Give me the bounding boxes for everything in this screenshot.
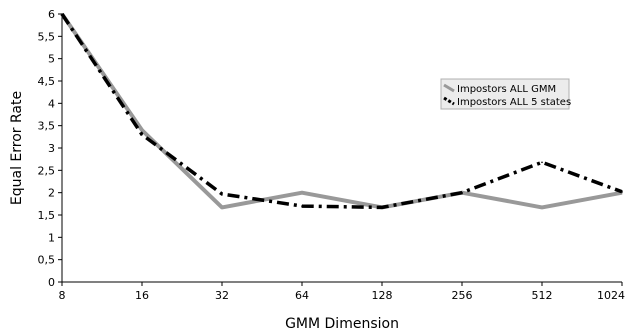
data-point [541, 206, 543, 209]
series-line-2 [60, 13, 623, 210]
legend-swatch [443, 83, 455, 93]
x-tick-label: 32 [215, 289, 229, 302]
x-tick-label: 512 [532, 289, 553, 302]
x-tick-label: 1024 [597, 289, 625, 302]
data-point [301, 191, 303, 194]
legend-box [440, 78, 570, 110]
data-point [381, 206, 383, 209]
y-tick-label: 5 [48, 53, 55, 66]
data-point [141, 129, 143, 131]
legend: Impostors ALL GMM Impostors ALL 5 states [440, 78, 571, 110]
legend-label: Impostors ALL GMM [457, 84, 556, 95]
y-tick-label: 1 [48, 231, 55, 244]
y-axis-title: Equal Error Rate [9, 91, 25, 205]
y-tick-label: 4 [48, 97, 55, 110]
y-tick-label: 1,5 [38, 209, 56, 222]
data-point [541, 161, 543, 164]
data-point [461, 191, 463, 194]
y-tick-label: 3 [48, 142, 55, 155]
x-tick-label: 64 [295, 289, 309, 302]
y-tick-label: 4,5 [38, 75, 56, 88]
data-point [141, 133, 143, 136]
y-tick-label: 6 [48, 8, 55, 21]
y-tick-label: 3,5 [38, 120, 56, 133]
y-tick-label: 2 [48, 187, 55, 200]
x-tick-label: 16 [135, 289, 149, 302]
axes: 0 0,5 1 1,5 2 2,5 3 3,5 4 4,5 5 5,5 6 8 16 32 64 128 256 51… [38, 8, 626, 302]
series-line-1 [60, 12, 623, 210]
legend-label: Impostors ALL 5 states [457, 97, 571, 108]
x-tick-label: 256 [452, 289, 473, 302]
data-point [221, 193, 223, 195]
data-point [301, 205, 303, 207]
y-tick-label: 0 [48, 276, 55, 289]
data-point [621, 190, 623, 193]
data-point [221, 206, 223, 209]
legend-swatch [443, 96, 455, 106]
x-tick-label: 128 [372, 289, 393, 302]
y-tick-label: 0,5 [38, 254, 56, 267]
series-layer [60, 12, 623, 210]
x-axis-title: GMM Dimension [285, 316, 399, 330]
data-point [61, 13, 63, 15]
y-tick-label: 2,5 [38, 164, 56, 177]
y-tick-label: 5,5 [38, 30, 56, 43]
x-tick-label: 8 [59, 289, 66, 302]
